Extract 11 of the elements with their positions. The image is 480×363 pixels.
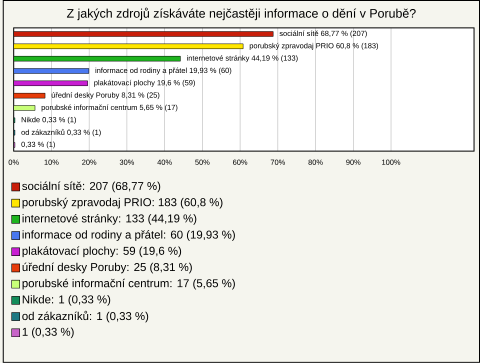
text: plakátovací plochy: 59 (19,6 %) [22, 246, 182, 258]
text: porubský zpravodaj PRIO: 183 (60,8 %) [22, 198, 222, 209]
text: sociální sítě: 207 (68,77 %) [22, 182, 160, 192]
chart-title: Z jakých zdrojů získáváte nejčastěji informace o dění v Porubě? [66, 8, 416, 20]
text: porubské informační centrum: 17 (5,65 %) [22, 278, 235, 290]
text: informace od rodiny a přátel: 60 (19,93 %) [22, 230, 235, 241]
text: od zákazníků: 1 (0,33 %) [22, 310, 148, 322]
text: úřední desky Poruby: 25 (8,31 %) [22, 262, 192, 274]
text: 1 (0,33 %) [22, 328, 74, 338]
text: Nikde: 1 (0,33 %) [22, 295, 110, 306]
text: internetové stránky: 133 (44,19 %) [22, 214, 196, 225]
